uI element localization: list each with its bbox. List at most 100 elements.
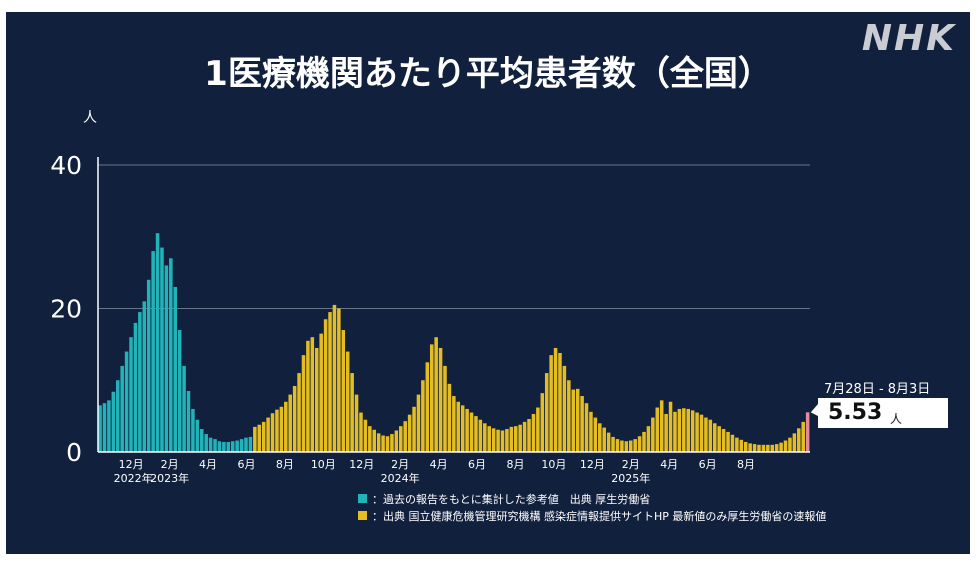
latest-value-box: 5.53 人 [818,398,948,428]
legend-item-reference: ：過去の報告をもとに集計した参考値 出典 厚生労働省 [358,490,826,507]
bar [323,319,328,452]
bar [549,355,553,452]
x-year-label: 2022年 [114,471,153,485]
x-tick-label: 6月 [699,458,717,471]
bar [403,421,407,452]
bar [580,396,584,452]
bar [310,337,315,452]
x-tick-label: 8月 [737,458,755,471]
bar [713,423,717,452]
bar [553,347,558,452]
bar [801,421,805,452]
bar [186,391,191,452]
bar [717,426,721,452]
x-tick-label: 2月 [161,458,179,471]
bar [407,414,412,452]
bar [235,440,239,452]
bar [708,419,713,452]
bar [540,393,545,452]
bar [659,400,664,452]
bar [160,247,164,452]
bar [297,373,301,452]
bar [253,426,257,452]
bar [284,401,288,452]
bar [138,312,142,452]
x-tick-label: 4月 [660,458,678,471]
latest-value: 5.53 [828,400,883,425]
bar [191,408,195,452]
bar [677,408,682,452]
x-tick-label: 12月 [349,458,374,471]
bar [611,436,615,452]
bar [164,265,169,452]
bar [469,412,474,452]
bar [248,436,253,452]
x-tick-label: 6月 [468,458,486,471]
bar [266,417,270,452]
bar [341,330,346,452]
bar [222,441,226,452]
bar [438,347,443,452]
bar [359,412,363,452]
legend-text-reference: ：過去の報告をもとに集計した参考値 出典 厚生労働省 [372,492,651,506]
bar [752,444,757,452]
bar [491,428,496,452]
bar [279,406,284,452]
bar [655,407,660,452]
bar [620,440,624,452]
bar [363,419,368,452]
legend-swatch-niid [358,511,367,520]
x-tick-label: 8月 [276,458,294,471]
bar [575,388,580,452]
bar [107,400,111,452]
axis-labels: 0 20 40 人 12月 2月 4月 6月 8月 10月 12月 2月 4月 6月 8月 10月 12月 2月 4… [50,110,755,485]
legend: ：過去の報告をもとに集計した参考値 出典 厚生労働省 ：出典 国立健康危機管理研… [358,490,826,524]
bar [686,408,690,452]
chart-title: 1医療機関あたり平均患者数（全国） [204,54,772,94]
bar [478,419,483,452]
x-tick-label: 8月 [506,458,524,471]
bar [788,437,792,452]
bar [416,394,421,452]
bar [146,279,151,452]
bar [301,355,306,452]
bar [474,416,478,452]
bar [721,429,726,452]
bar [518,424,522,452]
latest-week-range: 7月28日 - 8月3日 [824,382,931,397]
bar [465,408,469,452]
bar [213,439,217,452]
bar [730,434,735,452]
x-tick-label: 6月 [237,458,255,471]
bar [345,351,350,452]
bar [332,304,337,452]
bar [169,258,173,452]
bar [584,403,589,452]
bar [664,413,668,452]
bar [774,444,779,452]
bar [527,418,531,452]
bar [261,421,266,452]
bar [288,394,292,452]
bar [682,408,686,452]
y-tick-label: 0 [66,438,82,467]
bar [544,373,549,452]
bar [509,426,514,452]
bar [217,441,222,452]
x-tick-label: 10月 [541,458,566,471]
bar [792,433,797,452]
bar [275,409,279,452]
bar [531,413,536,452]
bar [452,396,456,452]
bar [726,431,730,452]
bar [390,434,394,452]
bar [633,439,637,452]
bar [151,251,155,452]
bar [695,412,699,452]
bar [173,286,178,452]
bar [155,233,160,452]
bar [447,383,452,452]
bar [319,333,323,452]
bar [598,423,602,452]
bar [558,352,562,452]
